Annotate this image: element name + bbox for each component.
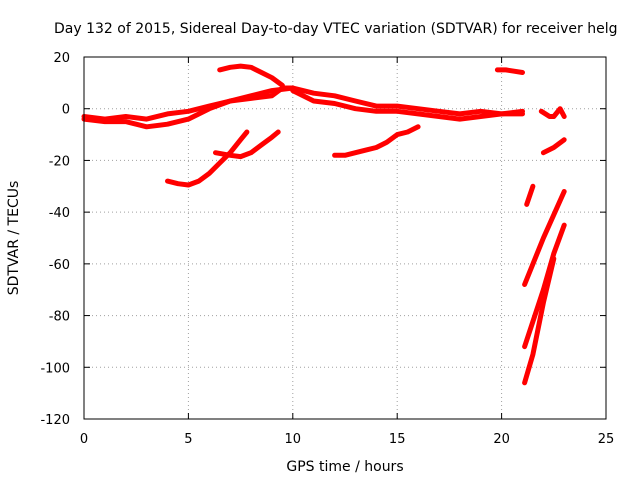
y-axis-label: SDTVAR / TECUs — [6, 181, 22, 296]
plot-frame — [83, 56, 607, 420]
data-series-group — [81, 63, 567, 386]
series-arc-9 — [494, 67, 525, 75]
series-arc-3 — [279, 85, 525, 117]
series-arc-4 — [290, 88, 525, 122]
x-axis-label: GPS time / hours — [286, 459, 403, 475]
y-tick-label: -80 — [49, 310, 70, 325]
series-arc-14 — [522, 222, 567, 350]
series-arc-11 — [538, 106, 567, 119]
x-tick-labels: 0 5 10 15 20 25 — [80, 432, 614, 447]
grid — [84, 57, 606, 419]
series-arc-10 — [524, 183, 536, 207]
y-tick-label: -120 — [40, 413, 70, 428]
x-tick-label: 25 — [598, 432, 615, 447]
series-arc-7 — [213, 129, 281, 160]
x-tick-label: 15 — [389, 432, 406, 447]
x-tick-label: 0 — [80, 432, 88, 447]
ticks — [83, 56, 607, 420]
series-arc-15 — [522, 256, 557, 386]
series-arc-5 — [217, 63, 285, 88]
x-tick-label: 10 — [285, 432, 302, 447]
series-arc-2 — [81, 85, 285, 130]
y-tick-label: -40 — [49, 206, 70, 221]
series-arc-6 — [165, 129, 250, 188]
x-tick-label: 5 — [184, 432, 192, 447]
y-tick-label: 20 — [53, 51, 70, 66]
series-arc-1 — [81, 85, 296, 122]
chart-title: Day 132 of 2015, Sidereal Day-to-day VTE… — [54, 21, 617, 37]
series-arc-13 — [522, 189, 567, 287]
x-tick-label: 20 — [493, 432, 510, 447]
y-tick-label: -20 — [49, 154, 70, 169]
y-tick-label: -100 — [40, 361, 70, 376]
y-tick-label: 0 — [62, 103, 70, 118]
y-tick-label: -60 — [49, 258, 70, 273]
series-arc-8 — [332, 124, 421, 158]
y-tick-labels: -120 -100 -80 -60 -40 -20 0 20 — [40, 51, 70, 428]
series-arc-12 — [540, 137, 567, 156]
